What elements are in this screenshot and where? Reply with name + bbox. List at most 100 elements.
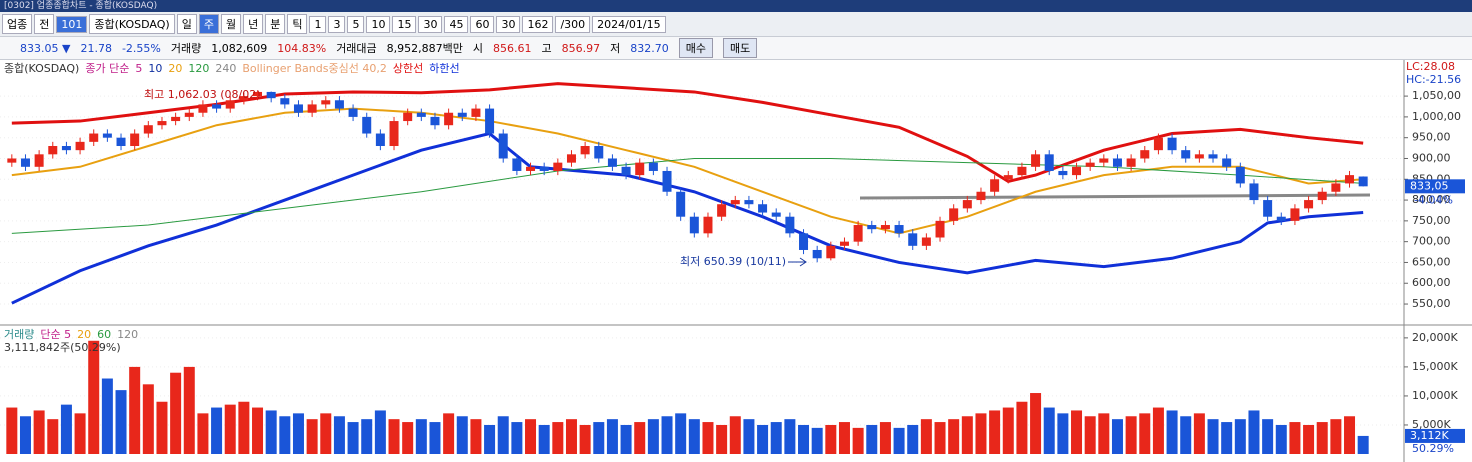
min-label: 최저 650.39 (10/11)	[680, 255, 786, 268]
y-tick-label: 950,00	[1412, 131, 1451, 144]
toolbar-item[interactable]: 30	[496, 15, 521, 33]
volume-bar	[989, 410, 1001, 454]
volume-bar	[292, 413, 304, 454]
volume-bar	[525, 419, 537, 454]
toolbar-item[interactable]: 60	[470, 15, 495, 33]
toolbar-item[interactable]: 일	[176, 14, 197, 34]
toolbar-item[interactable]: 년	[243, 14, 264, 34]
volume-bar	[975, 413, 987, 454]
candle-body	[1317, 191, 1327, 201]
volume-bar	[879, 422, 891, 454]
min-arrow	[788, 257, 807, 267]
candle-body	[689, 216, 699, 234]
legend-entry: 120	[188, 62, 209, 75]
volume-bar	[1262, 419, 1274, 454]
toolbar-item[interactable]: 업종	[2, 14, 33, 34]
toolbar-item[interactable]: 분	[265, 14, 286, 34]
volume-bar	[948, 419, 960, 454]
candle-body	[853, 225, 863, 242]
quote-item: 833.05 ▼	[20, 41, 71, 55]
volume-bar	[347, 422, 359, 454]
toolbar-item[interactable]: 15	[392, 15, 417, 33]
toolbar-item[interactable]: 5	[347, 15, 365, 33]
toolbar-item[interactable]: /300	[555, 15, 591, 33]
candle-body	[1072, 166, 1082, 176]
toolbar-item[interactable]: 10	[366, 15, 391, 33]
candle-body	[826, 245, 836, 259]
toolbar-item[interactable]: 월	[220, 14, 242, 34]
candle-body	[894, 225, 904, 234]
volume-bar	[757, 424, 769, 454]
y-tick-label: 1,050,00	[1412, 89, 1461, 102]
candle-body	[1031, 154, 1041, 167]
trend-line	[859, 193, 1371, 200]
toolbar-item[interactable]: 162	[522, 15, 554, 33]
price-box-label: 833,05	[1410, 179, 1449, 192]
quote-bar: 833.05 ▼ 21.78 -2.55% 거래량 1,082,609 104.83% 거래…	[0, 37, 1472, 60]
volume-bar	[1303, 424, 1315, 454]
toolbar-item[interactable]: 101	[56, 15, 88, 33]
toolbar-item[interactable]: 1	[309, 15, 327, 33]
candle-body	[266, 91, 276, 99]
volume-bar	[74, 413, 86, 454]
candle-body	[580, 146, 590, 155]
lc-label: LC:28.08	[1406, 60, 1455, 73]
volume-bar	[647, 419, 659, 454]
volume-bar	[1125, 416, 1137, 454]
volume-box-label: 3,112K	[1410, 429, 1449, 442]
volume-bar	[265, 410, 277, 454]
volume-bar	[620, 424, 632, 454]
volume-bar	[1207, 419, 1219, 454]
candle-body	[403, 112, 413, 122]
candle-body	[921, 237, 931, 246]
volume-bar	[6, 407, 18, 454]
volume-bar	[156, 401, 168, 454]
volume-bar	[306, 419, 318, 454]
trade-button[interactable]: 매수	[678, 38, 714, 58]
volume-pct: 50.29%	[1412, 442, 1454, 455]
volume-bar	[1016, 401, 1028, 454]
toolbar-item[interactable]: 2024/01/15	[592, 15, 666, 33]
toolbar-item[interactable]: 전	[34, 14, 55, 34]
candle-body	[389, 121, 399, 147]
toolbar-item[interactable]: 30	[418, 15, 443, 33]
volume-bar	[470, 419, 482, 454]
candle-body	[662, 170, 672, 192]
y-tick-label: 5,000K	[1412, 418, 1451, 431]
candle-body	[553, 162, 563, 171]
volume-bar	[565, 419, 577, 454]
candle-body	[116, 137, 126, 147]
candle-body	[539, 166, 549, 171]
candle-body	[1263, 200, 1273, 217]
candle-body	[648, 162, 658, 171]
legend-entry: 거래량	[4, 328, 34, 341]
toolbar-item[interactable]: 종합(KOSDAQ)	[89, 14, 175, 34]
candle-body	[1235, 166, 1245, 184]
quote-item: 거래대금	[336, 42, 377, 55]
volume-bar	[606, 419, 618, 454]
candle-body	[171, 116, 181, 122]
volume-bar	[743, 419, 755, 454]
candle-body	[635, 162, 645, 176]
candle-body	[225, 100, 235, 109]
volume-bar	[1111, 419, 1123, 454]
volume-bar	[729, 416, 741, 454]
chart: 1,050,001,000,00950,00900,00850,00800,00…	[0, 60, 1472, 462]
volume-bar	[961, 416, 973, 454]
toolbar-item[interactable]: 주	[198, 14, 219, 34]
volume-bar	[1357, 435, 1369, 454]
volume-bar	[1139, 413, 1151, 454]
candle-body	[1003, 175, 1013, 180]
volume-bar	[1030, 393, 1042, 454]
trade-button[interactable]: 매도	[723, 38, 758, 58]
candle-body	[935, 220, 945, 238]
volume-bar	[333, 416, 345, 454]
volume-bar	[1248, 410, 1260, 454]
toolbar-item[interactable]: 3	[328, 15, 346, 33]
legend-entry: 종합(KOSDAQ)	[4, 62, 79, 75]
toolbar-item[interactable]: 틱	[287, 14, 308, 34]
volume-bar	[1289, 422, 1301, 454]
toolbar-item[interactable]: 45	[444, 15, 469, 33]
volume-bar	[825, 424, 837, 454]
volume-bar	[1330, 419, 1342, 454]
